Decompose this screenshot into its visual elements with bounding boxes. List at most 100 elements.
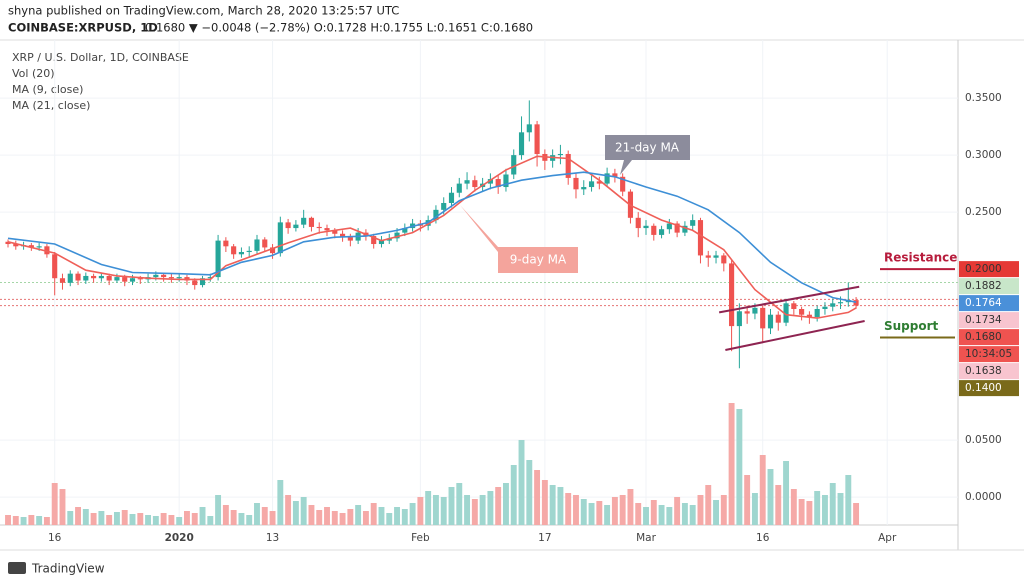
volume-bar: [697, 495, 704, 525]
candle-body: [721, 255, 727, 264]
volume-bar: [152, 516, 159, 525]
candle-body: [67, 273, 73, 283]
plot: [0, 40, 958, 525]
candle-body: [394, 232, 400, 239]
price-label-box: [959, 380, 1019, 397]
y-tick-label: 0.0000: [965, 491, 1002, 503]
volume-bar: [705, 485, 712, 525]
y-tick-label: 0.3000: [965, 149, 1002, 161]
volume-bar: [386, 513, 393, 525]
volume-bar: [269, 511, 276, 525]
candle-body: [269, 247, 276, 254]
volume-bar: [588, 503, 595, 525]
candle-body: [581, 187, 587, 190]
volume-bar: [168, 515, 175, 525]
volume-bar: [113, 512, 120, 525]
y-tick-label: 0.0500: [965, 434, 1002, 446]
candle-body: [28, 245, 34, 248]
candle-body: [565, 153, 571, 178]
candle-body: [767, 314, 774, 329]
candle-body: [433, 209, 439, 221]
volume-bar: [658, 505, 665, 525]
volume-bar: [448, 487, 455, 525]
volume-bar: [471, 499, 478, 525]
volume-bar: [845, 475, 852, 525]
candle-body: [36, 246, 42, 248]
volume-bar: [526, 460, 533, 525]
candle-body: [192, 280, 198, 286]
channel-line: [725, 319, 865, 352]
volume-bar: [394, 507, 400, 525]
volume-bar: [736, 409, 743, 525]
candle-body: [161, 274, 167, 278]
volume-bar: [783, 461, 790, 525]
volume-bar: [176, 517, 183, 525]
indicator: MA (9, close): [12, 83, 83, 96]
candle-body: [783, 303, 789, 323]
volume-bar: [650, 500, 657, 525]
candle-body: [340, 233, 346, 238]
candle-body: [347, 237, 353, 241]
volume-bar: [378, 507, 385, 525]
volume-bar: [487, 491, 494, 525]
volume-bar: [5, 515, 11, 525]
candle-body: [729, 263, 735, 327]
candle-body: [635, 217, 641, 229]
volume-bar: [635, 503, 642, 525]
candle-body: [301, 217, 307, 225]
volume-bar: [503, 483, 509, 525]
candle-body: [199, 278, 206, 286]
volume-bar: [12, 516, 19, 525]
candle-body: [736, 311, 742, 327]
candle-body: [713, 255, 719, 258]
candle-body: [129, 278, 136, 282]
candle-body: [91, 275, 97, 279]
indicator: MA (21, close): [12, 99, 90, 112]
volume-bar: [681, 503, 688, 525]
volume-bar: [557, 487, 564, 525]
candle-body: [44, 246, 50, 255]
volume-bar: [222, 505, 229, 525]
candle-body: [518, 132, 525, 156]
candle-body: [52, 254, 58, 279]
candle-body: [806, 314, 812, 317]
volume-bar: [425, 491, 432, 525]
price-label-box: [959, 363, 1019, 380]
volume-bar: [401, 509, 408, 525]
x-tick-label: 13: [266, 532, 279, 544]
volume-bar: [666, 507, 673, 525]
candle-body: [557, 153, 563, 156]
ma21-callout: [605, 135, 690, 175]
volume-bar: [106, 515, 113, 525]
candle-body: [643, 225, 649, 229]
price-label-box: [959, 329, 1019, 346]
candle-body: [596, 181, 602, 184]
price-label-box: [959, 278, 1019, 295]
volume-bar: [549, 485, 556, 525]
volume-bar: [43, 517, 50, 525]
candle-body: [690, 220, 696, 226]
candle-body: [666, 223, 672, 230]
x-tick-label: 2020: [165, 532, 194, 544]
volume-bar: [308, 505, 315, 525]
volume-bar: [191, 513, 198, 525]
candle-body: [822, 306, 828, 310]
candle-body: [573, 177, 579, 190]
candle-body: [246, 250, 252, 253]
published-line: shyna published on TradingView.com, Marc…: [8, 4, 399, 18]
candle-body: [837, 302, 844, 304]
price-label: 0.2000: [965, 263, 1002, 275]
volume-bar: [285, 495, 292, 525]
volume-bar: [619, 495, 626, 525]
price-label-box: [959, 346, 1019, 363]
candle-body: [464, 180, 470, 184]
x-tick-label: Mar: [636, 532, 656, 544]
volume-bar: [246, 515, 253, 525]
volume-bar: [98, 511, 105, 525]
volume-bar: [316, 510, 323, 525]
candle-body: [612, 173, 618, 177]
volume-bar: [238, 513, 245, 525]
candle-body: [98, 275, 104, 279]
volume-bar: [137, 513, 144, 525]
candle-body: [386, 238, 392, 241]
